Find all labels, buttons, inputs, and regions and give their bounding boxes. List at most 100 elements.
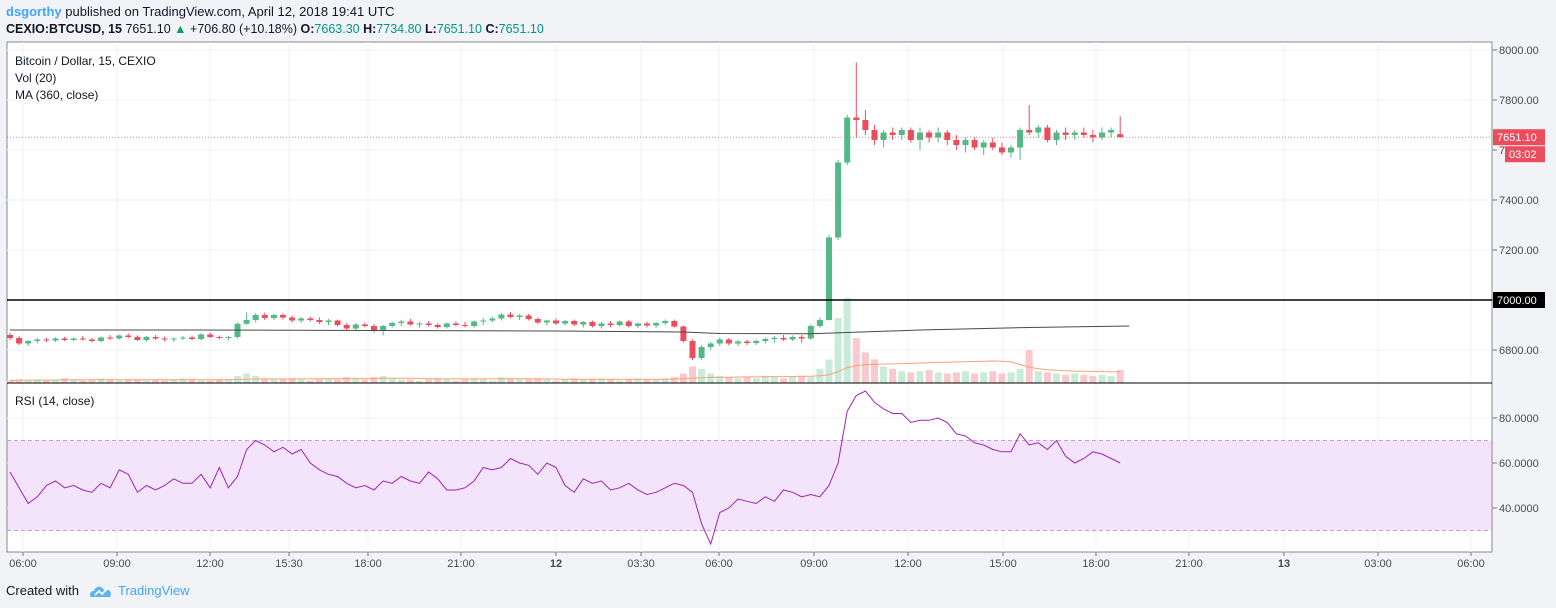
candle-body bbox=[534, 319, 541, 323]
candle-body bbox=[789, 337, 796, 340]
candle-body bbox=[198, 334, 205, 339]
candle-body bbox=[735, 341, 741, 344]
rsi-y-tick-label: 80.0000 bbox=[1499, 413, 1539, 425]
volume-bar bbox=[170, 379, 178, 383]
volume-bar bbox=[188, 379, 196, 383]
volume-bar bbox=[1034, 371, 1042, 383]
up-arrow-icon: ▲ bbox=[174, 22, 187, 36]
volume-bar bbox=[952, 372, 960, 383]
volume-bar bbox=[197, 380, 205, 383]
volume-bar bbox=[843, 298, 851, 383]
candle-body bbox=[844, 117, 851, 163]
volume-bar bbox=[752, 378, 760, 383]
volume-bar bbox=[770, 377, 778, 383]
volume-bar bbox=[825, 359, 833, 383]
candle-body bbox=[407, 321, 414, 325]
volume-bar bbox=[79, 380, 87, 383]
price-axis[interactable]: 8000.007800.007600.007400.007200.007000.… bbox=[1492, 45, 1545, 515]
legend-ma[interactable]: MA (360, close) bbox=[15, 88, 98, 102]
candle-body bbox=[571, 321, 578, 325]
volume-bar bbox=[479, 379, 487, 383]
candle-body bbox=[7, 335, 13, 338]
volume-bar bbox=[206, 380, 214, 383]
x-tick-label: 12:00 bbox=[894, 558, 922, 570]
chart-header: dsgorthy published on TradingView.com, A… bbox=[0, 0, 1556, 42]
grid-lines bbox=[7, 42, 1492, 552]
volume-bar bbox=[507, 378, 514, 383]
chart-canvas[interactable]: 8000.007800.007600.007400.007200.007000.… bbox=[0, 0, 1556, 578]
candle-body bbox=[944, 132, 951, 140]
volume-bar bbox=[807, 377, 815, 383]
candle-body bbox=[1008, 147, 1014, 153]
volume-bar bbox=[461, 379, 469, 383]
legend-rsi[interactable]: RSI (14, close) bbox=[15, 394, 94, 408]
open-label: O: bbox=[300, 22, 315, 36]
volume-bar bbox=[388, 378, 396, 383]
volume-bar bbox=[625, 379, 633, 383]
y-tick-label: 8000.00 bbox=[1499, 45, 1539, 57]
indicator-lines bbox=[7, 136, 1492, 546]
candles bbox=[7, 62, 1124, 360]
last-price: 7651.10 bbox=[125, 22, 171, 36]
candle-body bbox=[25, 341, 32, 344]
low-label: L: bbox=[424, 22, 437, 36]
legend-volume[interactable]: Vol (20) bbox=[15, 71, 56, 85]
x-tick-label: 03:00 bbox=[1364, 558, 1392, 570]
candle-body bbox=[471, 321, 478, 326]
candle-body bbox=[780, 338, 787, 340]
volume-bar bbox=[152, 379, 160, 383]
volume-bar bbox=[261, 378, 269, 383]
candle-body bbox=[1099, 132, 1105, 138]
candle-body bbox=[580, 322, 587, 325]
footer: Created with TradingView bbox=[0, 578, 600, 606]
volume-bar bbox=[115, 380, 123, 383]
candle-body bbox=[1089, 135, 1096, 138]
volume-bar bbox=[725, 377, 733, 383]
publish-info: dsgorthy published on TradingView.com, A… bbox=[6, 4, 395, 19]
rsi-y-tick-label: 40.0000 bbox=[1499, 503, 1539, 515]
volume-bar bbox=[1043, 372, 1051, 383]
last-price-badge bbox=[1493, 129, 1545, 146]
candle-body bbox=[680, 326, 687, 341]
volume-bar bbox=[1116, 370, 1124, 383]
candle-body bbox=[125, 335, 132, 337]
author-link[interactable]: dsgorthy bbox=[6, 4, 62, 19]
x-tick-label: 06:00 bbox=[9, 558, 37, 570]
tradingview-link[interactable]: TradingView bbox=[118, 583, 190, 598]
candle-body bbox=[798, 337, 805, 339]
candle-body bbox=[807, 326, 814, 339]
cloud-icon[interactable] bbox=[88, 582, 114, 602]
close-label: C: bbox=[485, 22, 499, 36]
volume-bar bbox=[143, 380, 150, 383]
rsi-band bbox=[7, 440, 1492, 531]
candle-body bbox=[525, 315, 532, 319]
x-tick-label: 21:00 bbox=[447, 558, 475, 570]
volume-bar bbox=[33, 379, 41, 383]
volume-bar bbox=[516, 379, 524, 383]
legend-title[interactable]: Bitcoin / Dollar, 15, CEXIO bbox=[15, 54, 156, 68]
volume-bar bbox=[1080, 374, 1088, 383]
y-tick-label: 7400.00 bbox=[1499, 195, 1539, 207]
candle-body bbox=[1071, 132, 1078, 135]
volume-bar bbox=[124, 379, 132, 383]
candle-body bbox=[907, 130, 914, 140]
quote-line: CEXIO:BTCUSD, 15 7651.10 ▲ +706.80 (+10.… bbox=[6, 22, 544, 36]
candle-body bbox=[116, 335, 123, 339]
volume-bar bbox=[88, 379, 96, 383]
volume-bar bbox=[1098, 374, 1106, 383]
candle-body bbox=[980, 142, 987, 148]
candle-body bbox=[179, 337, 186, 339]
published-text: published on TradingView.com, April 12, … bbox=[65, 4, 395, 19]
candle-body bbox=[107, 337, 114, 339]
volume-bar bbox=[679, 373, 687, 383]
time-axis[interactable]: 06:00 09:00 12:00 15:30 18:00 21:00 12 03:30 06:… bbox=[9, 552, 1485, 570]
x-tick-label: 12 bbox=[550, 558, 562, 570]
candle-body bbox=[1026, 130, 1033, 133]
countdown-label: 03:02 bbox=[1509, 149, 1537, 161]
candle-body bbox=[361, 324, 368, 326]
volume-bar bbox=[734, 378, 742, 383]
symbol-label: CEXIO:BTCUSD, 15 bbox=[6, 22, 122, 36]
volume-bar bbox=[925, 370, 933, 383]
candle-body bbox=[152, 337, 159, 339]
candle-body bbox=[1080, 132, 1087, 135]
